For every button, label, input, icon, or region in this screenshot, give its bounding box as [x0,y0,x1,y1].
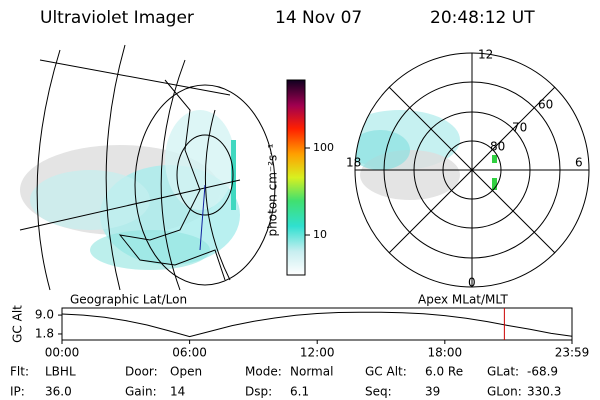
mlt-label: 0 [468,276,476,290]
colorbar-label: photon cm⁻²s⁻¹ [266,143,280,236]
time: 20:48:12 UT [430,8,535,28]
field-value: Open [170,365,202,379]
x-tick-label: 06:00 [172,346,207,360]
footer: Flt: LBHL Door: Open Mode: Normal GC Alt: 6.0 R… [10,365,561,399]
altitude-frame [61,307,573,341]
x-tick-label: 00:00 [45,346,80,360]
altitude-line [61,311,573,338]
colorbar [286,79,306,276]
field-value: 39 [425,385,440,399]
altitude-plot: 9.0 1.8 00:00 06:00 12:00 18:00 23:59 [35,308,589,360]
field-label: Dsp: [245,385,272,399]
field-value: LBHL [45,365,76,379]
field-value: 330.3 [527,385,561,399]
colorbar-tick-label: 100 [313,141,334,154]
date: 14 Nov 07 [275,8,362,28]
geo-image [19,44,276,291]
y-axis-label: GC Alt [11,305,25,343]
lat-label: 70 [512,121,527,135]
x-tick-label: 18:00 [428,346,463,360]
colorbar-tick-label: 10 [313,228,327,241]
y-tick-label: 9.0 [35,308,54,322]
field-label: GC Alt: [365,365,407,379]
field-label: GLon: [487,385,522,399]
x-tick-label: 12:00 [300,346,335,360]
field-label: Flt: [10,365,29,379]
field-value: Normal [290,365,333,379]
field-value: -68.9 [527,365,558,379]
caption: Geographic Lat/Lon [70,293,187,307]
field-label: IP: [10,385,25,399]
field-value: 14 [170,385,185,399]
field-value: 36.0 [45,385,72,399]
title: Ultraviolet Imager [40,8,194,28]
field-label: GLat: [487,365,519,379]
polar-grid [354,52,590,288]
mlt-label: 6 [575,156,583,170]
field-label: Gain: [125,385,157,399]
y-tick-label: 1.8 [35,326,54,340]
field-label: Mode: [245,365,282,379]
lat-label: 60 [538,98,553,112]
field-value: 6.0 Re [425,365,463,379]
x-tick-label: 23:59 [555,346,590,360]
field-label: Seq: [365,385,392,399]
polar-image [355,110,497,200]
mlt-label: 12 [478,48,493,62]
lat-label: 80 [490,140,505,154]
field-label: Door: [125,365,158,379]
mlt-label: 18 [346,156,361,170]
caption: Apex MLat/MLT [418,293,508,307]
field-value: 6.1 [290,385,309,399]
